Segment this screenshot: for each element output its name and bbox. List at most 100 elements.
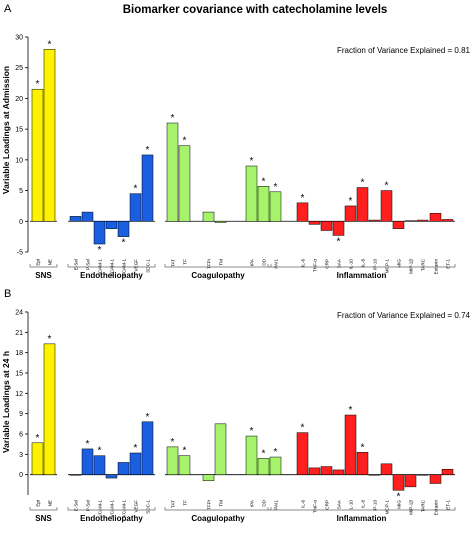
category-label-b-7: VEGF — [134, 500, 139, 513]
y-tick-label-b: 18 — [15, 350, 23, 357]
bar-a-4 — [93, 221, 106, 245]
bar-a-8 — [141, 154, 154, 222]
significance-star-a-0: * — [36, 79, 40, 90]
significance-star-a-21: * — [361, 178, 365, 189]
bar-b-21 — [356, 452, 369, 475]
category-label-b-12: TM — [219, 500, 224, 507]
category-label-b-21: IL-8 — [361, 500, 366, 508]
category-label-a-14: DD — [262, 258, 267, 265]
bar-b-14 — [257, 458, 270, 475]
significance-star-a-9: * — [171, 113, 175, 124]
y-tick-label-b: 0 — [19, 472, 23, 479]
category-label-a-23: MCP-1 — [385, 259, 390, 274]
bar-b-18 — [320, 466, 333, 475]
y-tick-label-a: -5 — [17, 250, 23, 257]
category-label-a-6: VCAM-1 — [122, 259, 127, 277]
significance-star-b-0: * — [36, 433, 40, 444]
significance-star-b-24: * — [397, 491, 401, 502]
category-label-b-15: PAI1 — [274, 500, 279, 510]
category-label-b-28: ET-1 — [446, 500, 451, 510]
category-label-b-5: VCAM-1 — [110, 500, 115, 518]
y-tick-label-b: 6 — [19, 432, 23, 439]
significance-star-b-20: * — [349, 405, 353, 416]
category-label-a-19: SAA — [337, 258, 342, 268]
group-bracket-a — [267, 264, 456, 268]
significance-star-b-3: * — [86, 439, 90, 450]
category-label-b-23: MCP-1 — [385, 500, 390, 515]
bar-a-18 — [320, 221, 333, 231]
bar-b-15 — [269, 456, 282, 475]
category-label-a-20: IL-10 — [349, 259, 354, 270]
category-label-b-2: E-Sel — [74, 500, 79, 511]
group-label-b: Coagulopathy — [191, 514, 245, 523]
bar-b-11 — [202, 474, 215, 482]
bar-a-16 — [296, 202, 309, 222]
bar-b-13 — [245, 435, 258, 475]
significance-star-a-13: * — [250, 156, 254, 167]
y-tick-label-a: 5 — [19, 188, 23, 195]
significance-star-a-6: * — [122, 238, 126, 249]
category-label-b-13: tPA — [250, 499, 255, 507]
y-tick-label-a: 30 — [15, 35, 23, 42]
y-tick-label-a: 10 — [15, 157, 23, 164]
significance-star-b-7: * — [134, 443, 138, 454]
category-label-a-22: IP-10 — [373, 259, 378, 270]
significance-star-a-15: * — [274, 182, 278, 193]
panel-label-a: A — [4, 3, 12, 15]
bar-b-16 — [296, 432, 309, 475]
significance-star-a-19: * — [337, 236, 341, 247]
significance-star-b-10: * — [183, 446, 187, 457]
category-label-a-10: TF — [183, 259, 188, 265]
category-label-b-4: ICAM-1 — [98, 500, 103, 516]
category-label-b-6: VCAM-1 — [122, 500, 127, 518]
category-label-a-9: TAT — [171, 259, 176, 267]
significance-star-b-21: * — [361, 442, 365, 453]
significance-star-a-4: * — [98, 245, 102, 256]
chart-panel-b: 0 3 6 9 12 15 18 21 24 * Epi * NE E-Sel * P-Sel * ICAM-1 V… — [15, 310, 456, 523]
figure-title: Biomarker covariance with catecholamine … — [123, 4, 388, 16]
group-bracket-a — [67, 264, 156, 268]
bar-b-23 — [380, 463, 393, 475]
group-label-b: Inflammation — [337, 514, 387, 523]
y-tick-label-b: 24 — [15, 310, 23, 317]
bar-b-3 — [81, 448, 94, 475]
bar-b-26 — [416, 474, 429, 476]
bar-b-24 — [392, 474, 405, 491]
category-label-a-4: ICAM-1 — [98, 259, 103, 275]
category-label-b-11: TFPI — [207, 500, 212, 510]
group-bracket-b — [267, 507, 456, 511]
bar-b-6 — [117, 462, 130, 475]
bar-b-0 — [31, 442, 44, 475]
y-tick-label-b: 3 — [19, 452, 23, 459]
group-bracket-a — [164, 264, 272, 268]
significance-star-a-20: * — [349, 196, 353, 207]
category-label-b-0: Epi — [36, 500, 41, 507]
group-bracket-a — [29, 264, 58, 268]
bar-a-7 — [129, 193, 142, 222]
y-tick-label-a: 20 — [15, 96, 23, 103]
bar-b-27 — [429, 474, 442, 484]
bar-a-24 — [392, 221, 405, 229]
category-label-b-1: NE — [48, 500, 53, 506]
group-label-a: Endotheliopathy — [80, 271, 143, 280]
bar-b-25 — [404, 474, 417, 488]
bar-a-25 — [404, 220, 417, 222]
category-label-a-8: SDC-1 — [146, 259, 151, 273]
y-axis-label-b: Variable Loadings at 24 h — [1, 351, 11, 453]
bar-a-22 — [368, 219, 381, 222]
bar-a-27 — [429, 213, 442, 222]
bar-a-28 — [441, 219, 454, 222]
bar-b-19 — [332, 469, 345, 475]
bar-b-5 — [105, 474, 118, 479]
category-label-b-17: TNF-α — [313, 500, 318, 513]
category-label-b-18: CRP — [325, 500, 330, 510]
category-label-b-24: MIG — [397, 500, 402, 509]
bar-a-1 — [43, 49, 56, 222]
group-label-a: Inflammation — [337, 271, 387, 280]
category-label-a-27: Eotaxin — [434, 259, 439, 275]
bar-a-14 — [257, 186, 270, 222]
y-tick-label-a: 15 — [15, 127, 23, 134]
significance-star-a-7: * — [134, 184, 138, 195]
y-tick-label-b: 15 — [15, 371, 23, 378]
category-label-a-0: Epi — [36, 259, 41, 266]
